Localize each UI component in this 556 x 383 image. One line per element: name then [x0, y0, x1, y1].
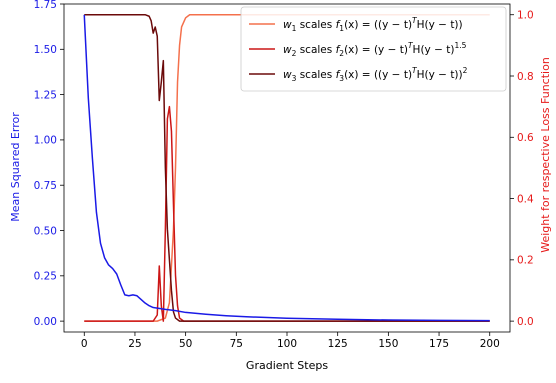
- series-line-mse: [83, 14, 490, 322]
- x-tick-label: 200: [480, 338, 500, 350]
- y-right-tick-label: 0.6: [517, 132, 534, 144]
- series-layer: [83, 13, 490, 322]
- y-axis-left-label: Mean Squared Error: [9, 112, 22, 222]
- x-tick-label: 125: [328, 338, 348, 350]
- x-tick-label: 150: [378, 338, 398, 350]
- y-left-tick-label: 0.00: [34, 316, 57, 328]
- x-tick-label: 0: [81, 338, 88, 350]
- legend-label-w3: w3 scales f3(x) = ((y − t)TH(y − t))2: [283, 66, 468, 83]
- y-left-tick-label: 0.25: [34, 271, 57, 283]
- legend-label-w2: w2 scales f2(x) = (y − t)TH(y − t)1.5: [283, 41, 467, 58]
- y-axis-right-label: Weight for respective Loss Function: [539, 57, 552, 253]
- ticks-layer: 0 25 50 75 100 125 150 175 200 0.00 0.25 0.50 0.75 1.…: [34, 0, 534, 350]
- y-left-tick-label: 0.75: [34, 180, 57, 192]
- x-tick-label: 175: [429, 338, 449, 350]
- x-tick-label: 25: [128, 338, 141, 350]
- y-left-tick-label: 1.00: [34, 135, 57, 147]
- legend-box: [240, 6, 507, 92]
- y-right-tick-label: 0.4: [517, 193, 534, 205]
- legend: w1 scales f1(x) = ((y − t)TH(y − t)) w2 s…: [240, 6, 507, 92]
- y-left-tick-label: 1.50: [34, 44, 57, 56]
- y-left-tick-label: 1.25: [34, 89, 57, 101]
- y-right-tick-label: 0.0: [517, 316, 534, 328]
- x-axis-label: Gradient Steps: [246, 359, 328, 372]
- y-right-tick-label: 0.8: [517, 71, 534, 83]
- legend-label-w1: w1 scales f1(x) = ((y − t)TH(y − t)): [283, 16, 463, 33]
- y-right-tick-label: 1.0: [517, 10, 534, 22]
- x-tick-label: 50: [179, 338, 192, 350]
- series-line-w2: [84, 105, 490, 322]
- x-tick-label: 75: [230, 338, 243, 350]
- y-left-tick-label: 0.50: [34, 225, 57, 237]
- y-right-tick-label: 0.2: [517, 255, 534, 267]
- x-tick-label: 100: [277, 338, 297, 350]
- y-left-tick-label: 1.75: [34, 0, 57, 11]
- series-line-w3: [84, 13, 490, 322]
